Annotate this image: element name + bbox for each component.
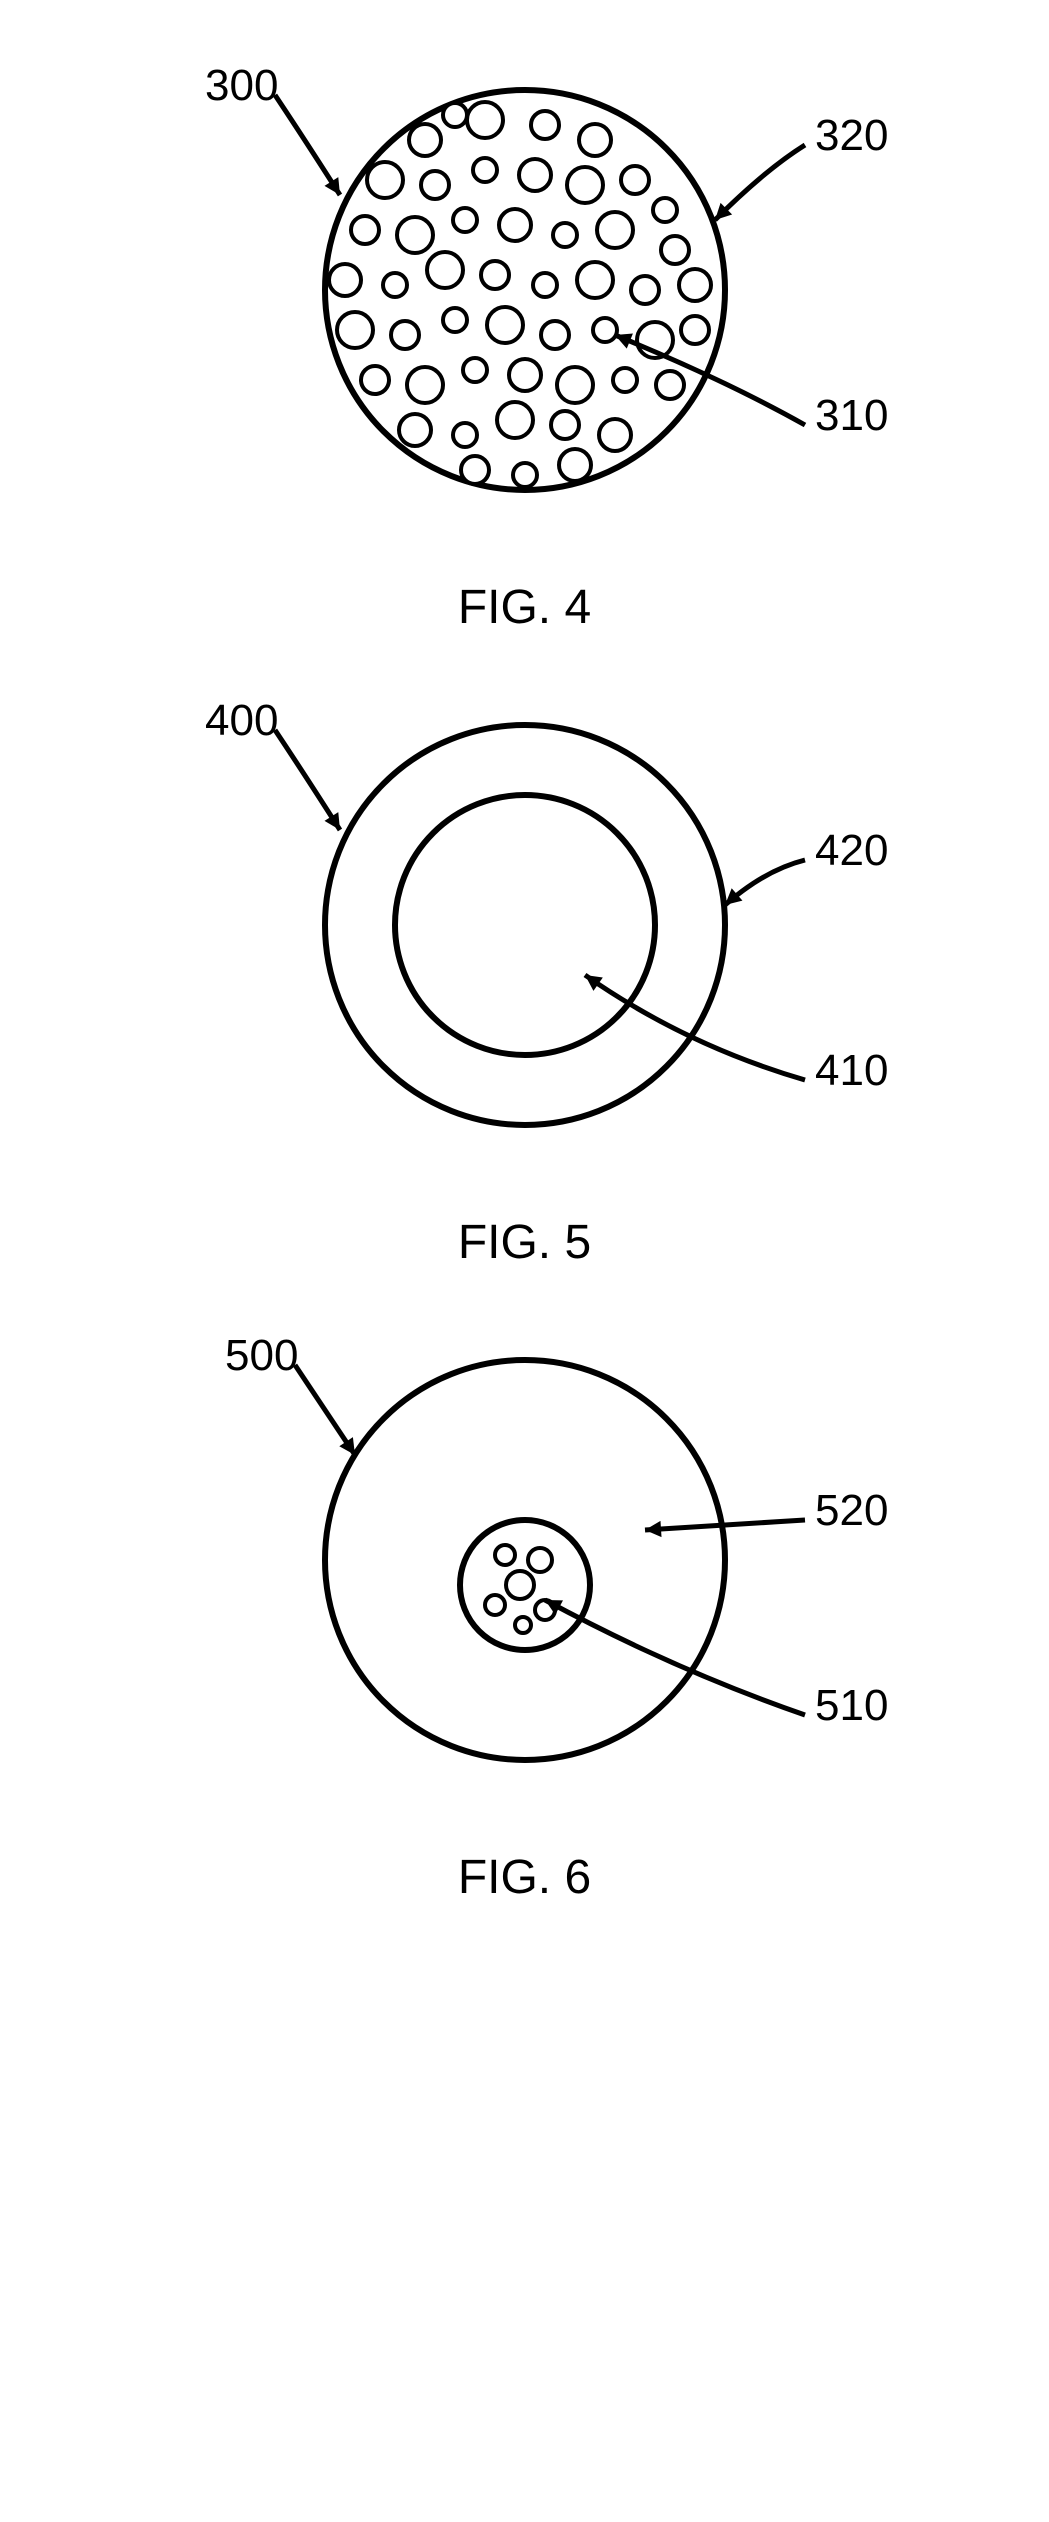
- svg-text:310: 310: [815, 391, 888, 440]
- figure-6: 500 520 510: [0, 1310, 1049, 1810]
- svg-text:300: 300: [205, 61, 278, 110]
- fig5-caption: FIG. 5: [0, 1215, 1049, 1270]
- svg-text:510: 510: [815, 1681, 888, 1730]
- svg-text:500: 500: [225, 1331, 298, 1380]
- fig4-svg: 300 320 310: [125, 40, 925, 540]
- figure-4: 300 320 310: [0, 40, 1049, 540]
- figure-5: 400 420 410: [0, 675, 1049, 1175]
- svg-text:520: 520: [815, 1486, 888, 1535]
- svg-text:420: 420: [815, 826, 888, 875]
- svg-text:410: 410: [815, 1046, 888, 1095]
- fig4-caption: FIG. 4: [0, 580, 1049, 635]
- svg-text:320: 320: [815, 111, 888, 160]
- svg-text:400: 400: [205, 696, 278, 745]
- fig6-svg: 500 520 510: [125, 1310, 925, 1810]
- fig6-caption: FIG. 6: [0, 1850, 1049, 1905]
- fig5-svg: 400 420 410: [125, 675, 925, 1175]
